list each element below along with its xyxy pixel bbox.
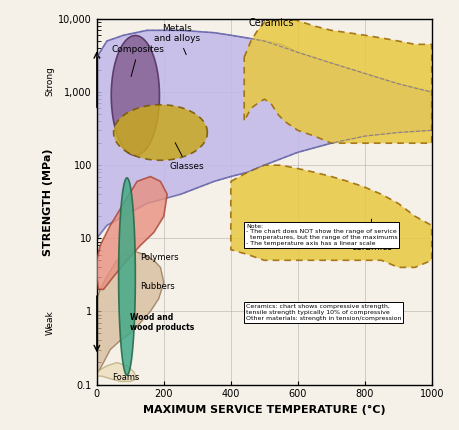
Polygon shape [111, 36, 159, 155]
Polygon shape [114, 105, 207, 160]
Polygon shape [244, 19, 432, 143]
Text: Ceramics: chart shows compressive strength,
tensile strength typically 10% of co: Ceramics: chart shows compressive streng… [246, 304, 401, 321]
Text: Polymers: Polymers [140, 253, 179, 262]
Text: Ceramics: Ceramics [248, 18, 294, 28]
Polygon shape [118, 178, 135, 375]
Text: Glasses: Glasses [170, 143, 205, 171]
Polygon shape [97, 250, 164, 372]
Text: Wood and
wood products: Wood and wood products [130, 313, 195, 332]
Text: Foams: Foams [112, 373, 139, 382]
Polygon shape [97, 362, 137, 381]
Y-axis label: STRENGTH (MPa): STRENGTH (MPa) [43, 148, 53, 255]
Text: Composites: Composites [112, 45, 165, 77]
Text: Metals
and alloys: Metals and alloys [154, 24, 200, 55]
Polygon shape [231, 165, 432, 267]
Polygon shape [97, 31, 432, 238]
Text: Weak: Weak [45, 310, 55, 335]
X-axis label: MAXIMUM SERVICE TEMPERATURE (°C): MAXIMUM SERVICE TEMPERATURE (°C) [143, 405, 386, 415]
Text: Rubbers: Rubbers [140, 283, 175, 292]
Polygon shape [97, 177, 167, 289]
Text: Note:
- The chart does NOT show the range of service
  temperatures, but the ran: Note: - The chart does NOT show the rang… [246, 224, 397, 246]
Text: Porous
ceramics: Porous ceramics [351, 219, 392, 252]
Text: Strong: Strong [45, 66, 55, 96]
